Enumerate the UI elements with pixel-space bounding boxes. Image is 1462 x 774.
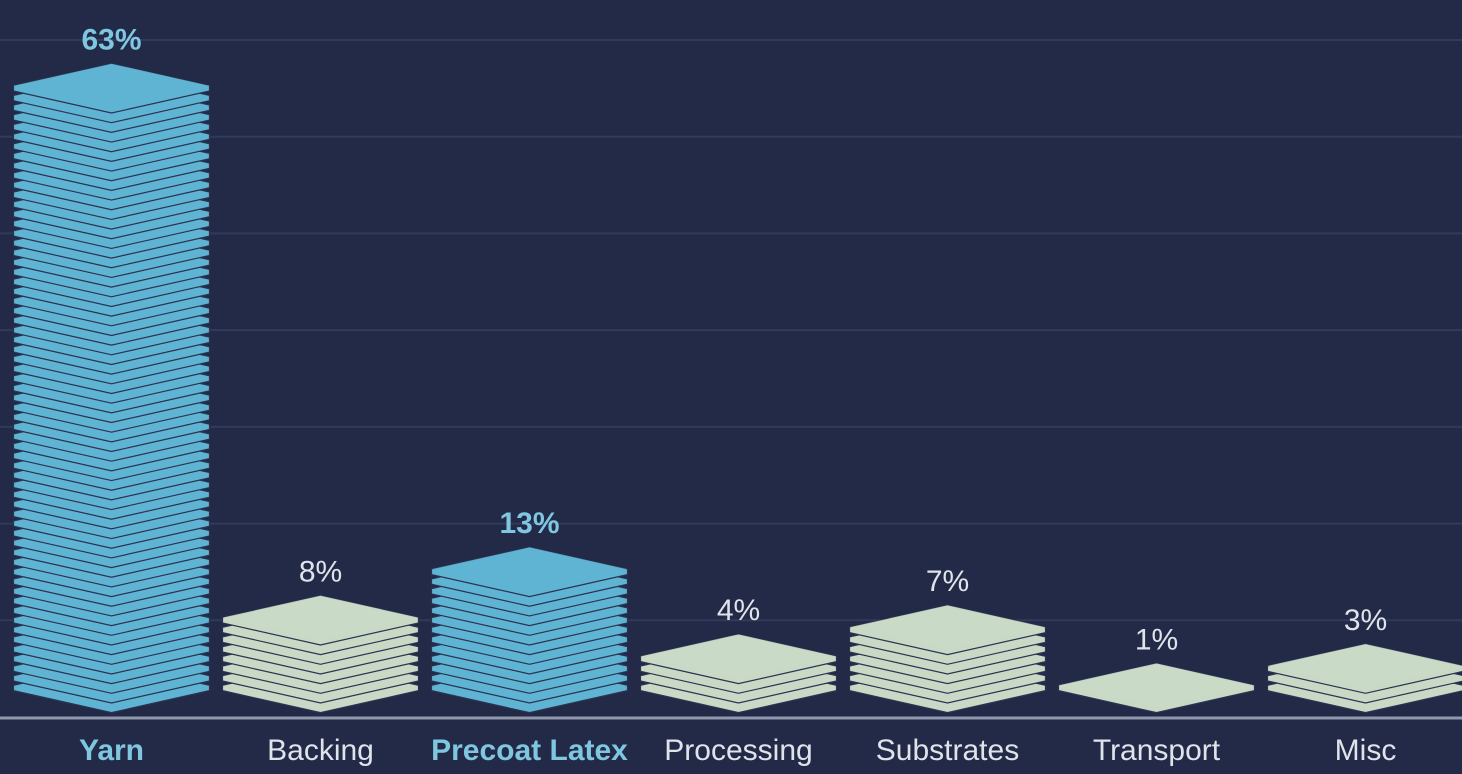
x-tick-label: Transport [1093, 734, 1221, 767]
bar [1057, 662, 1256, 714]
value-label: 13% [499, 507, 559, 540]
x-tick-label: Processing [664, 734, 812, 767]
layer-top [849, 605, 1046, 650]
x-tick-label: Substrates [876, 734, 1019, 767]
value-label: 1% [1135, 623, 1178, 656]
layer-top [1058, 663, 1255, 708]
bar [430, 546, 629, 714]
layer-top [1267, 643, 1462, 688]
value-label: 63% [81, 24, 141, 57]
value-label: 3% [1344, 604, 1387, 637]
x-tick-label: Yarn [79, 734, 144, 767]
x-tick-label: Misc [1335, 734, 1397, 767]
value-label: 7% [926, 565, 969, 598]
bar [12, 63, 211, 714]
value-label: 4% [717, 594, 760, 627]
bar [639, 633, 838, 714]
layer-top [431, 547, 628, 592]
bar [221, 595, 420, 714]
layer-top [13, 63, 210, 108]
value-label: 8% [299, 556, 342, 589]
x-tick-label: Precoat Latex [431, 734, 628, 767]
bar [1266, 643, 1462, 714]
layer-top [640, 634, 837, 679]
layer-top [222, 595, 419, 640]
x-tick-label: Backing [267, 734, 374, 767]
bar [848, 604, 1047, 714]
